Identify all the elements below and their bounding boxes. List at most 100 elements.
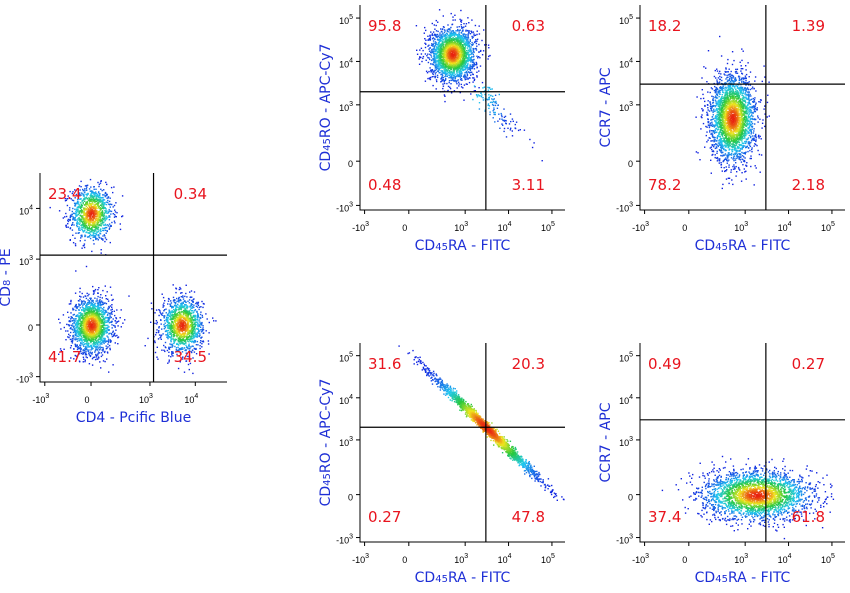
event-dot	[93, 211, 95, 213]
event-dot	[106, 314, 109, 316]
event-dot	[90, 336, 92, 338]
event-dot	[424, 80, 427, 82]
event-dot	[162, 304, 164, 306]
event-dot	[98, 307, 101, 310]
event-dot	[105, 201, 108, 203]
event-dot	[95, 219, 97, 221]
event-dot	[176, 336, 178, 338]
event-dot	[201, 343, 203, 345]
event-dot	[458, 72, 461, 74]
event-dot	[173, 332, 175, 334]
event-dot	[96, 335, 99, 337]
event-dot	[85, 321, 88, 323]
event-dot	[91, 318, 93, 321]
event-dot	[87, 329, 90, 331]
event-dot	[84, 219, 86, 221]
event-dot	[93, 214, 95, 217]
event-dot	[86, 189, 88, 191]
event-dot	[177, 346, 179, 348]
event-dot	[104, 217, 106, 219]
event-dot	[84, 185, 87, 187]
event-dot	[104, 203, 106, 205]
event-dot	[75, 232, 77, 234]
event-dot	[76, 338, 78, 340]
event-dot	[95, 192, 98, 195]
event-dot	[192, 310, 194, 312]
event-dot	[83, 345, 85, 347]
event-dot	[102, 198, 105, 201]
event-dot	[187, 300, 189, 302]
event-dot	[69, 219, 71, 221]
event-dot	[80, 237, 82, 239]
event-dot	[418, 63, 421, 65]
event-dot	[99, 199, 102, 202]
event-dot	[443, 61, 446, 63]
event-dot	[191, 300, 194, 302]
event-dot	[166, 321, 169, 324]
event-dot	[97, 302, 100, 305]
event-dot	[84, 332, 86, 335]
event-dot	[96, 237, 98, 240]
event-dot	[191, 326, 193, 328]
event-dot	[90, 302, 92, 304]
event-dot	[94, 328, 97, 331]
event-dot	[74, 189, 76, 191]
event-dot	[451, 75, 453, 77]
event-dot	[99, 219, 101, 222]
event-dot	[81, 306, 83, 308]
event-dot	[99, 204, 102, 206]
event-dot	[114, 325, 116, 327]
event-dot	[201, 314, 203, 317]
event-dot	[92, 336, 94, 338]
event-dot	[202, 325, 204, 327]
event-dot	[98, 287, 100, 289]
event-dot	[178, 307, 180, 309]
event-dot	[86, 323, 88, 326]
event-dot	[187, 311, 189, 313]
event-dot	[121, 215, 123, 218]
event-dot	[114, 320, 116, 322]
event-dot	[80, 180, 82, 183]
event-dot	[102, 206, 104, 209]
event-dot	[93, 199, 96, 201]
event-dot	[101, 335, 104, 337]
event-dot	[88, 308, 90, 311]
event-dot	[445, 67, 447, 69]
event-dot	[184, 295, 186, 298]
event-dot	[73, 224, 75, 226]
event-dot	[101, 336, 103, 339]
event-dot	[182, 295, 184, 297]
event-dot	[97, 210, 100, 213]
event-dot	[102, 221, 104, 224]
event-dot	[174, 339, 177, 341]
event-dot	[182, 342, 184, 344]
event-dot	[173, 330, 176, 332]
event-dot	[94, 330, 97, 333]
event-dot	[92, 316, 94, 318]
event-dot	[101, 329, 103, 331]
event-dot	[90, 227, 93, 229]
event-dot	[99, 321, 101, 323]
event-dot	[109, 206, 111, 208]
event-dot	[182, 348, 184, 350]
event-dot	[93, 198, 96, 200]
event-dot	[94, 320, 97, 322]
event-dot	[170, 336, 172, 339]
event-dot	[98, 222, 100, 224]
event-dot	[71, 317, 73, 319]
event-dot	[71, 342, 74, 344]
event-dot	[91, 307, 94, 309]
event-dot	[191, 316, 194, 319]
event-dot	[91, 229, 93, 231]
event-dot	[105, 295, 107, 297]
event-dot	[75, 219, 77, 221]
event-dot	[173, 333, 175, 335]
event-dot	[189, 358, 191, 361]
event-dot	[167, 337, 169, 340]
event-dot	[92, 197, 94, 200]
event-dot	[85, 221, 88, 223]
event-dot	[159, 337, 161, 339]
event-dot	[476, 33, 478, 36]
event-dot	[179, 352, 182, 354]
event-dot	[88, 330, 90, 333]
